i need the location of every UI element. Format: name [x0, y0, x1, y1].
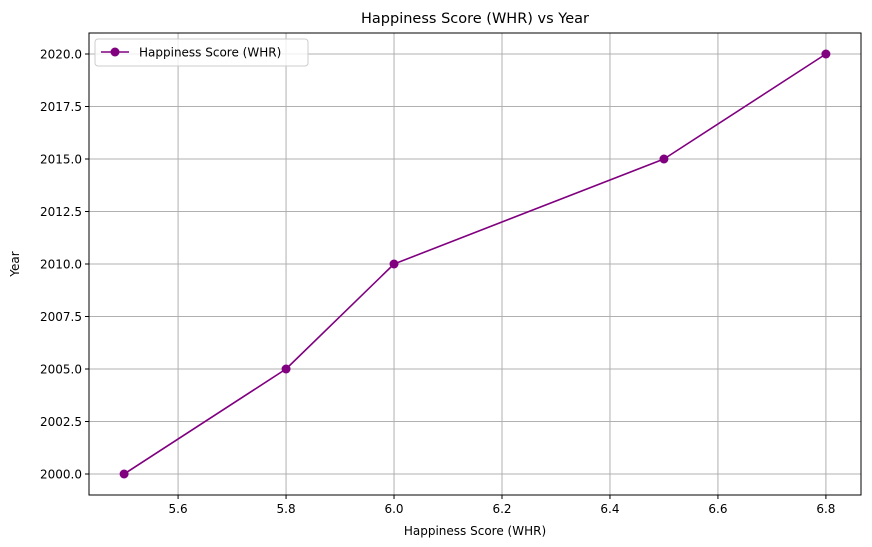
data-point [821, 49, 831, 59]
grid [89, 33, 861, 495]
y-tick-label: 2007.5 [40, 310, 82, 324]
data-point [281, 364, 291, 374]
x-tick-label: 5.8 [277, 502, 296, 516]
chart-title: Happiness Score (WHR) vs Year [361, 11, 589, 27]
y-axis-label: Year [8, 251, 22, 277]
x-tick-label: 6.0 [384, 502, 403, 516]
y-tick-label: 2000.0 [40, 468, 82, 482]
x-tick-label: 6.2 [492, 502, 511, 516]
y-tick-label: 2002.5 [40, 415, 82, 429]
data-point [389, 259, 399, 269]
x-axis-label: Happiness Score (WHR) [404, 524, 546, 538]
data-point [659, 154, 669, 164]
y-tick-label: 2015.0 [40, 153, 82, 167]
y-tick-label: 2012.5 [40, 205, 82, 219]
y-tick-label: 2010.0 [40, 258, 82, 272]
legend-label: Happiness Score (WHR) [139, 46, 281, 60]
legend-marker-swatch [110, 47, 120, 57]
x-axis-ticks: 5.6 5.8 6.0 6.2 6.4 6.6 6.8 [169, 495, 835, 516]
x-tick-label: 6.8 [816, 502, 835, 516]
y-axis-ticks: 2000.0 2002.5 2005.0 2007.5 2010.0 2012.5 2015… [40, 48, 89, 482]
data-point [119, 469, 129, 479]
y-tick-label: 2020.0 [40, 48, 82, 62]
legend: Happiness Score (WHR) [94, 38, 309, 67]
x-tick-label: 6.6 [708, 502, 727, 516]
y-tick-label: 2017.5 [40, 100, 82, 114]
x-tick-label: 5.6 [169, 502, 188, 516]
y-tick-label: 2005.0 [40, 363, 82, 377]
x-tick-label: 6.4 [600, 502, 619, 516]
series-layer [119, 49, 831, 479]
legend-box [94, 38, 309, 67]
